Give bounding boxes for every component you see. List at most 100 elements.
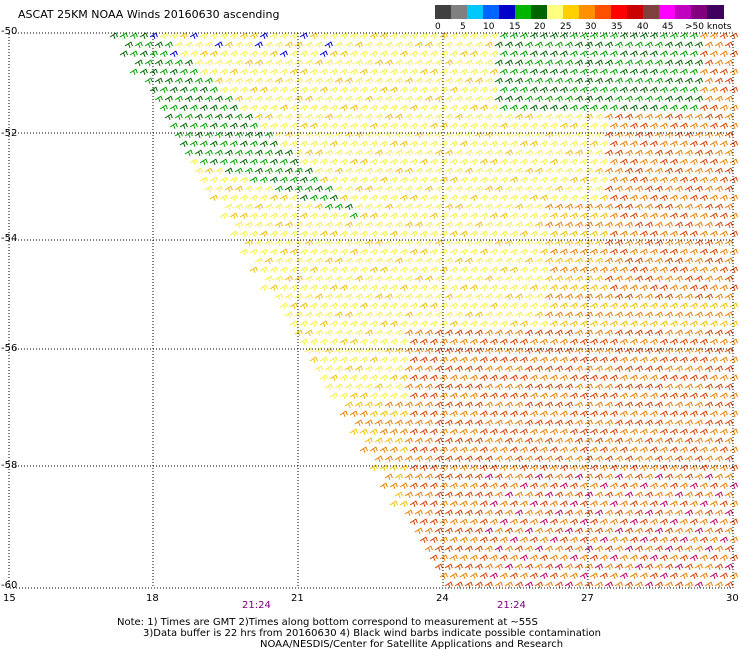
wind-barb xyxy=(579,320,588,327)
wind-barb xyxy=(404,275,413,282)
wind-barb xyxy=(394,149,403,156)
wind-barb xyxy=(684,401,693,408)
wind-barb xyxy=(669,356,678,363)
wind-barb xyxy=(564,329,573,336)
wind-barb xyxy=(339,374,348,381)
wind-barb xyxy=(649,482,658,489)
wind-barb xyxy=(249,122,258,129)
wind-barb xyxy=(639,338,648,345)
wind-barb xyxy=(519,392,528,399)
wind-barb xyxy=(594,545,603,552)
lon-label: 30 xyxy=(726,593,739,604)
wind-barb xyxy=(514,401,523,408)
wind-barb xyxy=(414,185,423,192)
wind-barb xyxy=(564,41,573,48)
wind-barb xyxy=(664,293,673,300)
wind-barb xyxy=(709,266,718,273)
wind-barb xyxy=(364,383,373,390)
wind-barb xyxy=(669,122,678,129)
wind-barb xyxy=(364,239,373,246)
wind-barb xyxy=(359,194,368,201)
wind-barb xyxy=(179,140,188,147)
wind-barb xyxy=(439,338,448,345)
wind-barb xyxy=(569,392,578,399)
wind-barb xyxy=(289,302,298,309)
wind-barb xyxy=(704,293,713,300)
wind-barb xyxy=(239,230,248,237)
wind-barb xyxy=(704,131,713,138)
wind-barb xyxy=(549,140,558,147)
wind-barb xyxy=(479,104,488,111)
wind-barb xyxy=(204,185,213,192)
wind-barb xyxy=(324,329,333,336)
wind-barb xyxy=(519,482,528,489)
wind-barb xyxy=(474,131,483,138)
wind-barb xyxy=(324,131,333,138)
wind-barb xyxy=(514,311,523,318)
wind-barb xyxy=(584,41,593,48)
wind-barb xyxy=(329,266,338,273)
wind-barb xyxy=(519,464,528,471)
wind-barb xyxy=(694,221,703,228)
wind-barb xyxy=(379,410,388,417)
wind-barb xyxy=(474,149,483,156)
wind-barb xyxy=(719,284,728,291)
wind-barb xyxy=(409,338,418,345)
wind-barb xyxy=(289,194,298,201)
wind-barb xyxy=(454,455,463,462)
wind-barb xyxy=(639,86,648,93)
wind-barb xyxy=(514,167,523,174)
wind-barb xyxy=(584,545,593,552)
wind-barb xyxy=(589,356,598,363)
wind-barb xyxy=(614,275,623,282)
wind-barb xyxy=(674,275,683,282)
wind-barb xyxy=(339,158,348,165)
wind-barb xyxy=(354,419,363,426)
wind-barb xyxy=(514,131,523,138)
wind-barb xyxy=(709,140,718,147)
wind-barb xyxy=(629,482,638,489)
wind-barb xyxy=(189,122,198,129)
wind-barb xyxy=(434,401,443,408)
wind-barb xyxy=(509,176,518,183)
wind-barb xyxy=(629,140,638,147)
wind-barb xyxy=(439,464,448,471)
wind-barb xyxy=(484,563,493,570)
wind-barb xyxy=(319,374,328,381)
wind-barb xyxy=(264,239,273,246)
wind-barb xyxy=(184,77,193,84)
wind-barb xyxy=(459,536,468,543)
wind-barb xyxy=(264,167,273,174)
wind-barb xyxy=(714,221,723,228)
wind-barb xyxy=(129,50,138,57)
wind-barb xyxy=(524,293,533,300)
wind-barb xyxy=(549,464,558,471)
wind-barb xyxy=(694,113,703,120)
wind-barb xyxy=(444,77,453,84)
wind-barb xyxy=(259,284,268,291)
wind-barb xyxy=(689,518,698,525)
wind-barb xyxy=(464,491,473,498)
wind-barb xyxy=(559,464,568,471)
wind-barb xyxy=(569,158,578,165)
wind-barb xyxy=(519,176,528,183)
wind-barb xyxy=(389,122,398,129)
wind-barb xyxy=(244,59,253,66)
wind-barb xyxy=(409,284,418,291)
wind-barb xyxy=(469,248,478,255)
wind-barb xyxy=(284,167,293,174)
wind-barb xyxy=(459,446,468,453)
wind-barb xyxy=(169,32,178,39)
wind-barb xyxy=(659,410,668,417)
wind-barb xyxy=(634,509,643,516)
wind-barb xyxy=(389,464,398,471)
wind-barb xyxy=(529,212,538,219)
wind-barb xyxy=(589,320,598,327)
wind-barb xyxy=(604,419,613,426)
wind-barb xyxy=(409,464,418,471)
wind-barb xyxy=(449,536,458,543)
wind-barb xyxy=(504,257,513,264)
wind-barb xyxy=(554,203,563,210)
wind-barb xyxy=(309,32,318,39)
wind-barb xyxy=(264,257,273,264)
